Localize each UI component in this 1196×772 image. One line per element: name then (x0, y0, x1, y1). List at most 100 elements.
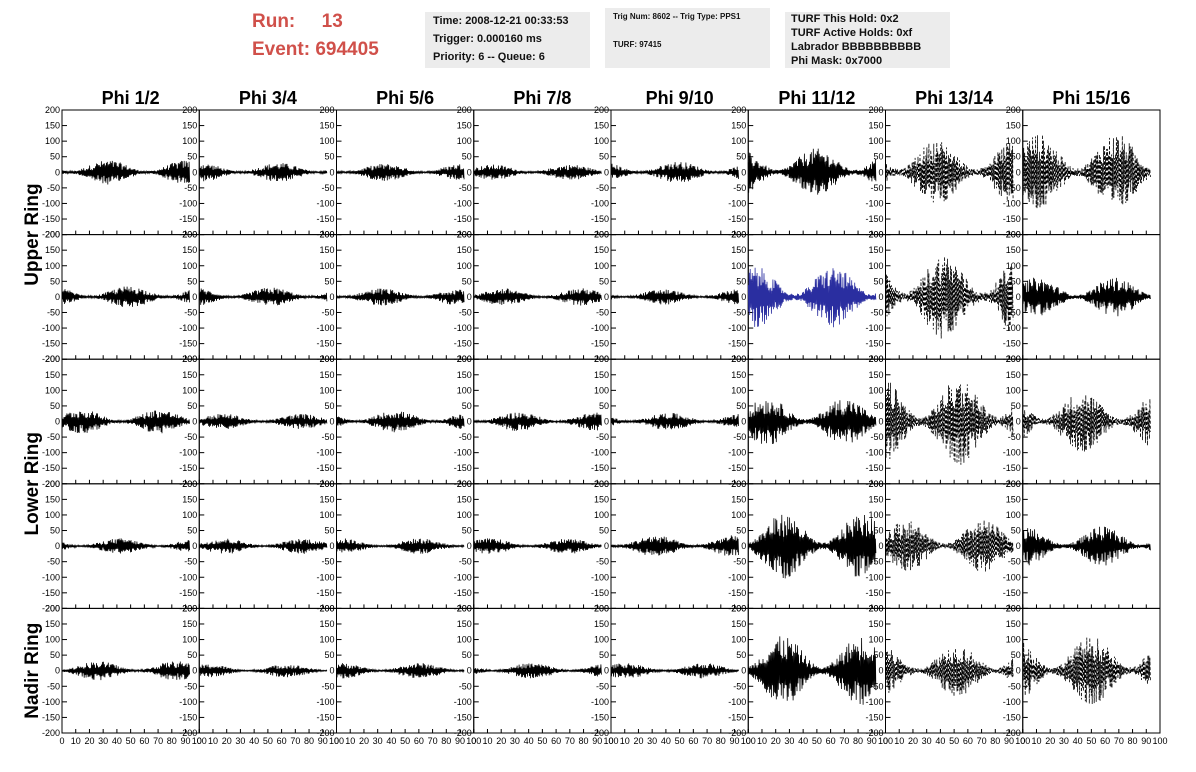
y-tick-label: 0 (55, 292, 60, 302)
y-tick-label: -150 (42, 339, 60, 349)
y-tick-label: 200 (457, 230, 472, 240)
x-tick-label: 0 (746, 736, 751, 746)
y-tick-label: -50 (459, 681, 472, 691)
x-tick-label: 30 (98, 736, 108, 746)
y-tick-label: 150 (45, 494, 60, 504)
x-tick-label: 70 (428, 736, 438, 746)
y-tick-label: -50 (1008, 307, 1021, 317)
y-tick-label: 50 (736, 650, 746, 660)
y-tick-label: 0 (192, 417, 197, 427)
y-tick-label: 150 (457, 121, 472, 131)
y-tick-label: 50 (324, 650, 334, 660)
y-tick-label: 150 (319, 245, 334, 255)
waveform-trace (885, 648, 1014, 697)
x-tick-label: 10 (482, 736, 492, 746)
y-tick-label: -150 (591, 339, 609, 349)
y-tick-label: -100 (865, 448, 883, 458)
y-tick-label: 150 (182, 619, 197, 629)
y-tick-label: 200 (868, 105, 883, 115)
x-tick-label: 90 (1004, 736, 1014, 746)
x-tick-label: 70 (977, 736, 987, 746)
waveform-trace (473, 663, 602, 679)
y-tick-label: -150 (1003, 588, 1021, 598)
x-tick-label: 20 (84, 736, 94, 746)
turf-info-box: TURF This Hold: 0x2 TURF Active Holds: 0… (785, 12, 950, 68)
waveform-trace (747, 636, 877, 705)
y-tick-label: 50 (50, 650, 60, 660)
y-tick-label: -100 (316, 198, 334, 208)
x-tick-label: 100 (741, 736, 756, 746)
x-tick-label: 30 (647, 736, 657, 746)
y-tick-label: 100 (868, 385, 883, 395)
y-tick-label: -50 (47, 681, 60, 691)
y-tick-label: -150 (865, 588, 883, 598)
y-tick-label: 100 (45, 136, 60, 146)
x-tick-label: 50 (537, 736, 547, 746)
y-tick-label: -150 (316, 588, 334, 598)
y-tick-label: -100 (728, 697, 746, 707)
y-tick-label: 100 (457, 261, 472, 271)
waveform-trace (473, 412, 602, 431)
turf-line: TURF: 97415 (613, 40, 662, 49)
y-tick-label: 150 (731, 494, 746, 504)
y-tick-label: -150 (316, 339, 334, 349)
y-tick-label: 50 (1011, 401, 1021, 411)
y-tick-label: 0 (741, 167, 746, 177)
x-tick-label: 90 (592, 736, 602, 746)
y-tick-label: 0 (878, 666, 883, 676)
y-tick-label: 100 (1006, 261, 1021, 271)
waveform-trace (610, 289, 739, 305)
y-tick-label: 0 (329, 167, 334, 177)
y-tick-label: -150 (591, 463, 609, 473)
column-title: Phi 5/6 (376, 88, 434, 108)
y-tick-label: -50 (321, 307, 334, 317)
waveform-trace (885, 520, 1014, 572)
y-tick-label: 0 (192, 541, 197, 551)
y-tick-label: -100 (179, 448, 197, 458)
y-tick-label: 150 (319, 121, 334, 131)
y-tick-label: -50 (870, 183, 883, 193)
y-tick-label: 0 (878, 292, 883, 302)
y-tick-label: -150 (1003, 463, 1021, 473)
y-tick-label: -150 (42, 214, 60, 224)
y-tick-label: -50 (321, 681, 334, 691)
x-tick-label: 80 (579, 736, 589, 746)
y-tick-label: -50 (321, 183, 334, 193)
x-tick-label: 40 (249, 736, 259, 746)
waveform-trace (473, 288, 602, 306)
x-tick-label: 10 (1031, 736, 1041, 746)
waveform-trace (747, 148, 877, 195)
y-tick-label: 200 (1006, 105, 1021, 115)
x-tick-label: 70 (290, 736, 300, 746)
trig-num-line: Trig Num: 8602 -- Trig Type: PPS1 (613, 12, 741, 21)
y-tick-label: 200 (182, 603, 197, 613)
y-tick-label: -50 (1008, 557, 1021, 567)
x-tick-label: 20 (633, 736, 643, 746)
y-tick-label: -150 (865, 463, 883, 473)
y-tick-label: 150 (868, 370, 883, 380)
y-tick-label: 50 (873, 650, 883, 660)
y-tick-label: 100 (731, 635, 746, 645)
x-tick-label: 80 (167, 736, 177, 746)
y-tick-label: 0 (329, 417, 334, 427)
y-tick-label: 100 (868, 510, 883, 520)
y-tick-label: -50 (870, 681, 883, 691)
y-tick-label: -200 (1003, 728, 1021, 738)
y-tick-label: 100 (182, 261, 197, 271)
y-tick-label: -200 (316, 728, 334, 738)
y-tick-label: 50 (1011, 276, 1021, 286)
y-tick-label: 100 (319, 261, 334, 271)
y-tick-label: -150 (454, 712, 472, 722)
y-tick-label: 150 (45, 370, 60, 380)
y-tick-label: 200 (731, 105, 746, 115)
x-tick-label: 50 (675, 736, 685, 746)
y-tick-label: -150 (454, 463, 472, 473)
y-tick-label: 0 (55, 417, 60, 427)
y-tick-label: -100 (865, 572, 883, 582)
waveform-trace (610, 535, 739, 556)
y-tick-label: -100 (42, 697, 60, 707)
y-tick-label: -100 (316, 697, 334, 707)
y-tick-label: 0 (467, 417, 472, 427)
y-tick-label: 50 (187, 650, 197, 660)
y-tick-label: 200 (594, 479, 609, 489)
